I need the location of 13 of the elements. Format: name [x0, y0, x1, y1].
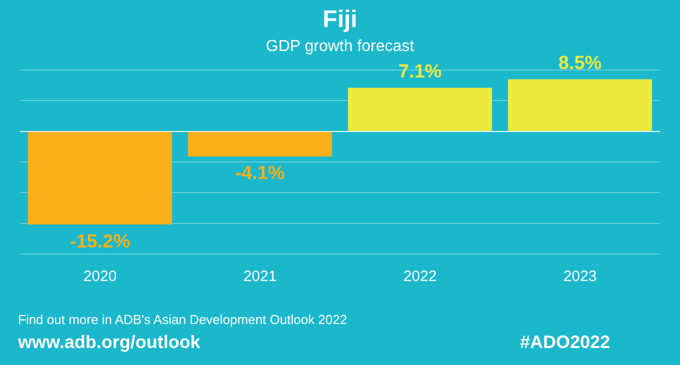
text: www.adb.org/outlook [18, 332, 200, 353]
chart-subtitle: GDP growth forecast [266, 38, 415, 55]
x-tick-label: 2020 [83, 268, 117, 286]
chart-title: Fiji [322, 6, 358, 34]
text: #ADO2022 [520, 332, 610, 353]
data-label: 8.5% [558, 52, 602, 74]
text: Find out more in ADB's Asian Development Outlook 2022 [18, 312, 348, 327]
x-tick-label: 2022 [403, 268, 437, 286]
x-tick-label: 2023 [563, 268, 597, 286]
data-label: 7.1% [398, 62, 442, 83]
data-label: -15.2% [70, 231, 130, 252]
x-tick-label: 2021 [243, 268, 277, 286]
data-label: -4.1% [235, 163, 285, 184]
